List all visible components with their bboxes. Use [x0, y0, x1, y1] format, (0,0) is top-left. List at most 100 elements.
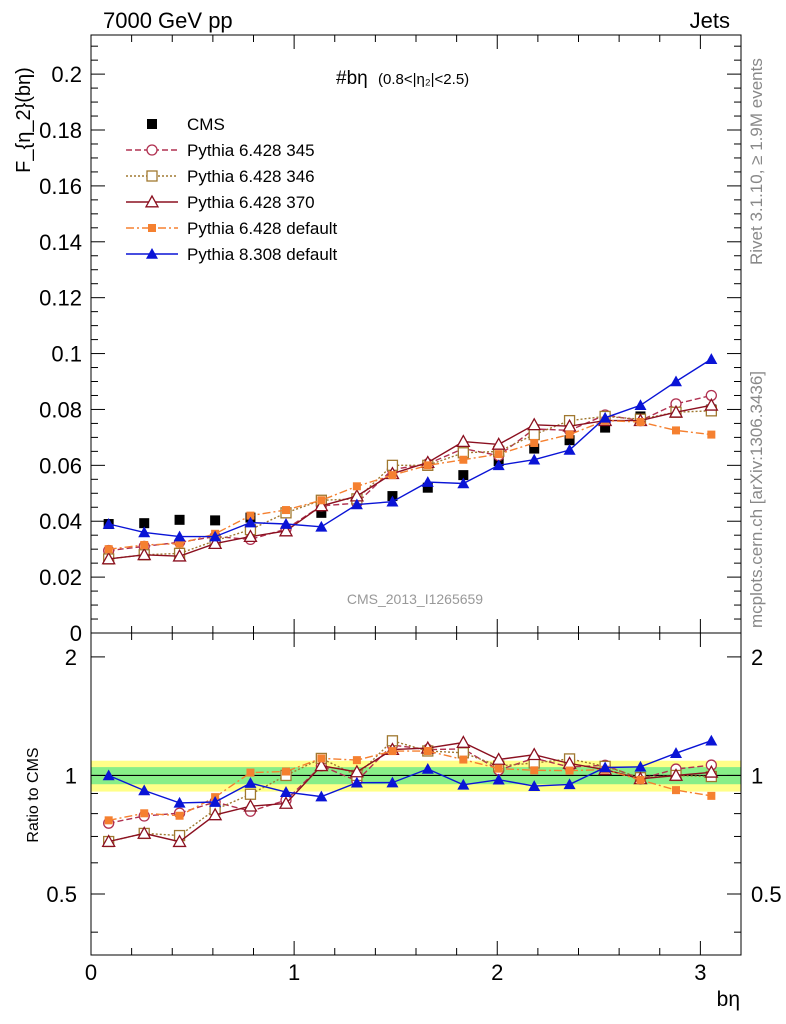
y-tick-label: 0.16	[39, 174, 82, 199]
series-3-point	[208, 536, 223, 550]
series-3-ratio-point	[101, 834, 116, 847]
series-5-point	[315, 520, 328, 532]
ratio-y-tick-label: 1	[65, 763, 77, 788]
series-5-ratio-point	[350, 776, 363, 788]
x-tick-label: 0	[85, 960, 97, 985]
series-3-point	[137, 547, 152, 561]
series-3-ratio-point	[172, 834, 187, 848]
series-0-point	[564, 435, 575, 446]
series-4-ratio-point	[707, 791, 716, 800]
x-tick-label: 3	[694, 960, 706, 985]
series-4-point	[282, 506, 290, 515]
series-4-point	[565, 430, 574, 439]
chart-title-sub: (0.8<|η₂|<2.5)	[378, 71, 469, 88]
series-4-ratio-point	[282, 767, 290, 776]
series-4-ratio-point	[459, 755, 468, 764]
series-3-ratio-point	[668, 768, 684, 781]
y-tick-label: 0.06	[39, 453, 82, 478]
series-0-point	[600, 422, 611, 433]
series-4-ratio-point	[352, 756, 361, 765]
series-4-ratio-point	[530, 766, 539, 775]
header-right-label: Jets	[690, 8, 730, 33]
series-4-point	[459, 455, 468, 464]
series-3-ratio-line	[108, 741, 712, 843]
chart-title-main: #bη	[336, 68, 368, 89]
ratio-y-tick-label-right: 0.5	[751, 882, 782, 907]
series-5-line	[108, 358, 712, 538]
series-5-ratio-point	[634, 760, 647, 772]
ratio-y-tick-label-right: 2	[751, 645, 763, 670]
series-2-line	[108, 410, 712, 560]
y-tick-label: 0.14	[39, 230, 82, 255]
rivet-version-label: Rivet 3.1.10, ≥ 1.9M events	[747, 58, 766, 265]
series-4-point	[530, 438, 539, 447]
ratio-y-tick-label: 0.5	[46, 882, 77, 907]
series-5-ratio-point	[421, 762, 434, 774]
series-4-ratio-point	[672, 786, 680, 795]
series-0-point	[422, 482, 433, 493]
series-5-point	[209, 530, 222, 542]
legend-item-0-marker	[147, 119, 157, 129]
main-plot: 00.020.040.060.080.10.120.140.160.180.2 …	[13, 34, 742, 646]
series-3-ratio-point	[243, 798, 258, 812]
series-0-point	[174, 514, 185, 525]
series-4-ratio-point	[175, 811, 184, 820]
series-4-point	[175, 539, 184, 548]
series-5-ratio-point	[563, 778, 576, 790]
series-0-point	[139, 518, 150, 529]
series-3-point	[704, 397, 719, 411]
series-4-point	[352, 482, 361, 491]
legend-item-2-marker	[146, 170, 158, 182]
main-plot-content	[101, 353, 719, 565]
legend-item-5-marker	[146, 248, 158, 259]
series-4-ratio-point	[140, 809, 149, 818]
series-4-ratio-point	[388, 747, 397, 756]
series-0-point	[316, 507, 327, 518]
series-0-point	[210, 515, 221, 526]
series-5-point	[634, 399, 647, 411]
y-axis-label: F_{η_2}(bη)	[13, 67, 35, 173]
series-5-point	[102, 518, 115, 529]
series-5-point	[528, 453, 541, 465]
series-4-point	[388, 471, 397, 480]
x-tick-label: 1	[288, 960, 300, 985]
ratio-y-tick-label: 2	[65, 645, 77, 670]
series-5-ratio-point	[705, 734, 718, 746]
legend-item-4-marker	[148, 224, 156, 232]
x-axis-label: bη	[717, 988, 740, 1011]
ratio-y-axis-label: Ratio to CMS	[25, 747, 42, 842]
y-tick-label: 0.08	[39, 397, 82, 422]
series-3-ratio-point	[208, 807, 223, 821]
series-5-ratio-point	[386, 776, 399, 788]
series-3-point	[172, 548, 187, 562]
series-0-point	[458, 470, 469, 481]
series-5-ratio-point	[670, 747, 682, 758]
series-3-line	[108, 404, 712, 560]
series-5-ratio-point	[138, 784, 151, 796]
series-3-ratio-point	[137, 826, 152, 839]
series-4-ratio-point	[104, 816, 113, 825]
y-tick-label: 0.04	[39, 509, 82, 534]
series-5-ratio-line	[108, 740, 712, 804]
series-5-ratio-point	[209, 796, 222, 807]
series-4-point	[140, 540, 149, 549]
series-5-ratio-point	[244, 777, 257, 788]
series-2-point	[528, 428, 540, 441]
series-5-ratio-point	[492, 773, 505, 785]
series-3-ratio-point	[491, 752, 506, 765]
series-4-point	[246, 511, 255, 520]
y-tick-label: 0.2	[51, 62, 82, 87]
series-4-ratio-point	[246, 768, 255, 777]
series-5-point	[138, 526, 151, 538]
series-5-point	[280, 518, 292, 529]
legend-item-1-label: Pythia 6.428 345	[187, 141, 315, 160]
mcplots-reference-label: mcplots.cern.ch [arXiv:1306.3436]	[747, 371, 766, 628]
series-4-point	[672, 426, 680, 435]
y-tick-label: 0.18	[39, 118, 82, 143]
series-3-point	[491, 437, 506, 450]
series-5-point	[386, 495, 399, 507]
series-3-ratio-point	[527, 747, 542, 761]
legend: CMS Pythia 6.428 345 Pythia 6.428 346 Pythi…	[126, 115, 338, 264]
series-4-point	[317, 496, 326, 505]
